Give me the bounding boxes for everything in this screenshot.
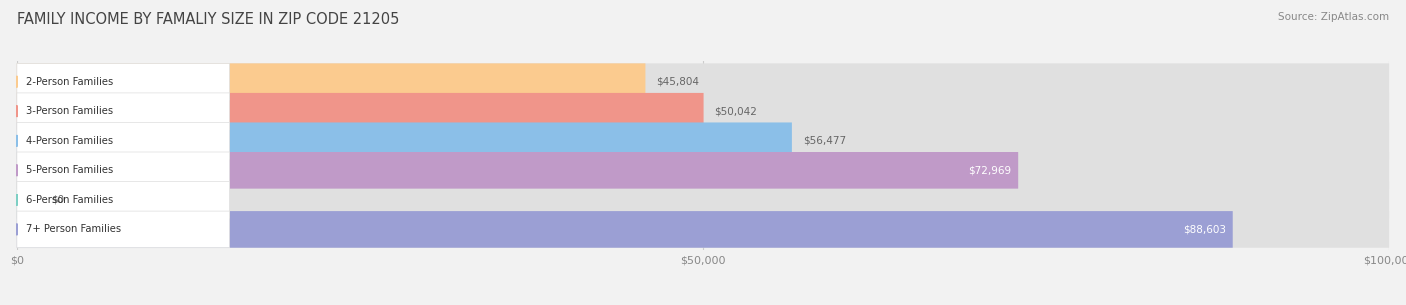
FancyBboxPatch shape <box>17 181 42 218</box>
Text: 7+ Person Families: 7+ Person Families <box>27 224 121 235</box>
Text: Source: ZipAtlas.com: Source: ZipAtlas.com <box>1278 12 1389 22</box>
FancyBboxPatch shape <box>17 122 1389 159</box>
FancyBboxPatch shape <box>17 152 1389 188</box>
FancyBboxPatch shape <box>17 181 229 218</box>
Text: $45,804: $45,804 <box>657 77 699 87</box>
FancyBboxPatch shape <box>17 63 1389 100</box>
FancyBboxPatch shape <box>17 181 1389 218</box>
FancyBboxPatch shape <box>17 211 1233 248</box>
FancyBboxPatch shape <box>17 93 1389 130</box>
FancyBboxPatch shape <box>17 152 229 188</box>
FancyBboxPatch shape <box>17 93 229 130</box>
FancyBboxPatch shape <box>17 122 792 159</box>
FancyBboxPatch shape <box>17 63 645 100</box>
Text: 2-Person Families: 2-Person Families <box>27 77 114 87</box>
Text: 3-Person Families: 3-Person Families <box>27 106 114 116</box>
Text: $50,042: $50,042 <box>714 106 758 116</box>
FancyBboxPatch shape <box>17 211 229 248</box>
Text: $0: $0 <box>51 195 65 205</box>
Text: $88,603: $88,603 <box>1182 224 1226 235</box>
FancyBboxPatch shape <box>17 152 1018 188</box>
Text: FAMILY INCOME BY FAMALIY SIZE IN ZIP CODE 21205: FAMILY INCOME BY FAMALIY SIZE IN ZIP COD… <box>17 12 399 27</box>
Text: $56,477: $56,477 <box>803 136 846 146</box>
FancyBboxPatch shape <box>17 122 229 159</box>
Text: 6-Person Families: 6-Person Families <box>27 195 114 205</box>
FancyBboxPatch shape <box>17 63 229 100</box>
Text: $72,969: $72,969 <box>969 165 1011 175</box>
Text: 5-Person Families: 5-Person Families <box>27 165 114 175</box>
Text: 4-Person Families: 4-Person Families <box>27 136 114 146</box>
FancyBboxPatch shape <box>17 93 703 130</box>
FancyBboxPatch shape <box>17 211 1389 248</box>
